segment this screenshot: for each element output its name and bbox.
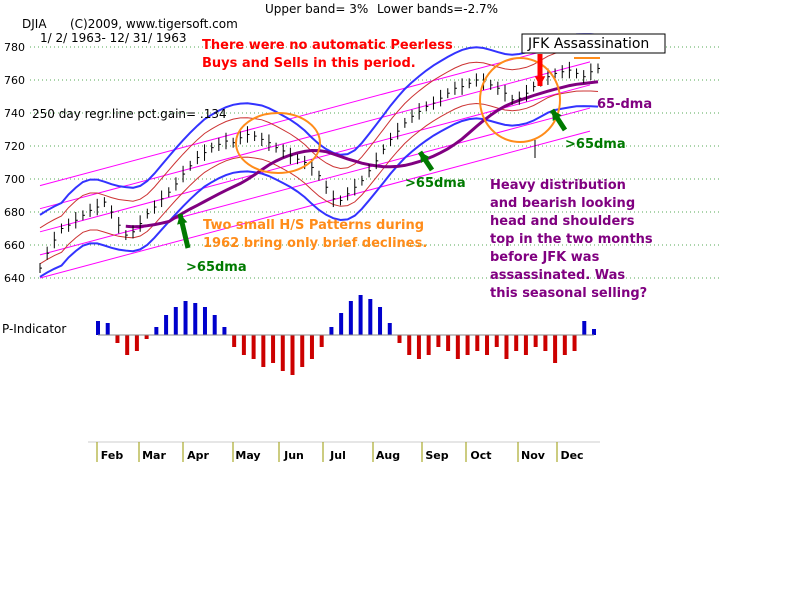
channel-line-1	[39, 107, 591, 256]
copyright: (C)2009, www.tigersoft.com	[70, 17, 238, 31]
upper-band-label: Upper band= 3%	[265, 2, 369, 16]
channel-line-4	[39, 38, 591, 187]
hs-patterns-note: Two small H/S Patterns during 1962 bring…	[203, 218, 428, 251]
y-tick-label: 740	[4, 107, 25, 120]
month-label: Oct	[470, 449, 491, 462]
dma65-label: 65-dma	[597, 97, 653, 112]
month-label: Jul	[329, 449, 346, 462]
arrow-aug-head	[420, 152, 430, 163]
month-label: Sep	[425, 449, 448, 462]
y-tick-label: 700	[4, 173, 25, 186]
arrows	[177, 54, 600, 249]
month-label: Jun	[283, 449, 304, 462]
jfk-box	[521, 33, 666, 54]
y-tick-label: 640	[4, 272, 25, 285]
month-label: Aug	[376, 449, 400, 462]
month-label: May	[235, 449, 260, 462]
upper-band-inner	[39, 48, 599, 229]
y-tick-label: 760	[4, 74, 25, 87]
y-tick-label: 720	[4, 140, 25, 153]
channel-line-0	[39, 130, 591, 279]
gt65-label-mar: >65dma	[186, 260, 247, 275]
y-axis-labels: 640 660 680 700 720 740 760 780	[4, 41, 25, 285]
hs-oval-oct	[479, 57, 561, 143]
gt65-label-aug: >65dma	[405, 176, 466, 191]
date-range: 1/ 2/ 1963- 12/ 31/ 1963	[40, 31, 187, 45]
arrow-nov-head	[552, 110, 562, 121]
month-label: Mar	[142, 449, 166, 462]
no-signals-note: There were no automatic Peerless Buys an…	[202, 38, 453, 71]
arrow-mar-head	[177, 214, 188, 225]
jfk-label: JFK Assassination	[528, 36, 650, 52]
hs-oval-may	[235, 112, 321, 174]
distribution-note: Heavy distribution and bearish looking h…	[490, 178, 653, 301]
month-label: Dec	[560, 449, 583, 462]
arrow-jfk-head	[534, 76, 546, 86]
lower-band-label: Lower bands=-2.7%	[377, 2, 499, 16]
lower-band	[39, 105, 599, 278]
y-tick-label: 680	[4, 206, 25, 219]
gt65-label-nov: >65dma	[565, 137, 626, 152]
month-label: Feb	[101, 449, 124, 462]
p-indicator-histogram	[96, 295, 596, 375]
regression-label: 250 day regr.line pct.gain= .134	[32, 107, 227, 121]
indicator-label: P-Indicator	[2, 322, 67, 336]
y-tick-label: 660	[4, 239, 25, 252]
unused-path	[40, 82, 512, 227]
month-label: Apr	[187, 449, 209, 462]
month-axis: Feb Mar Apr May Jun Jul Aug Sep Oct Nov Dec	[88, 441, 600, 462]
month-label: Nov	[521, 449, 546, 462]
highlight-ovals	[235, 57, 561, 174]
index-name: DJIA	[22, 17, 47, 31]
y-tick-label: 780	[4, 41, 25, 54]
